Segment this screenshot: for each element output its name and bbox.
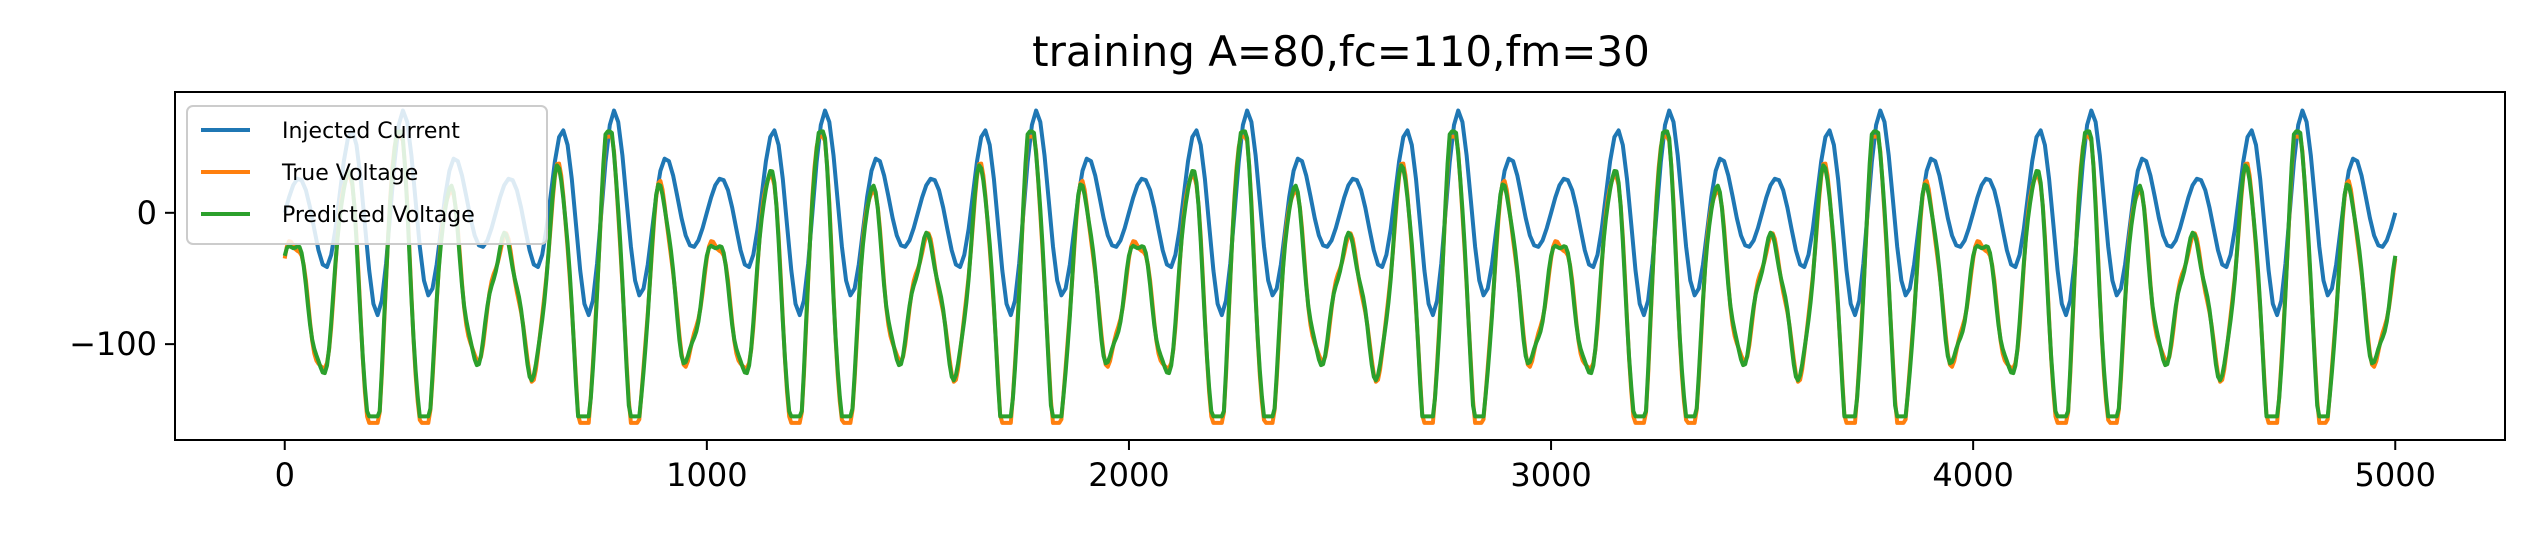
legend-box xyxy=(186,105,548,245)
x-tick-label: 3000 xyxy=(1510,456,1591,494)
y-tick-label: −100 xyxy=(69,325,157,363)
legend-label-injected-current: Injected Current xyxy=(282,119,460,144)
x-axis: 0 1000 2000 3000 4000 5000 xyxy=(275,440,2436,494)
series-line-predicted-voltage xyxy=(282,129,2398,419)
legend: Injected Current True Voltage Predicted … xyxy=(186,105,548,245)
x-tick-label: 0 xyxy=(275,456,295,494)
series-line-injected-current xyxy=(282,108,2398,318)
legend-label-predicted-voltage: Predicted Voltage xyxy=(282,203,475,228)
legend-label-true-voltage: True Voltage xyxy=(281,161,418,186)
x-tick-label: 4000 xyxy=(1932,456,2013,494)
x-tick-label: 2000 xyxy=(1088,456,1169,494)
y-axis: −100 0 xyxy=(69,194,175,363)
x-tick-label: 5000 xyxy=(2355,456,2436,494)
y-tick-label: 0 xyxy=(137,194,157,232)
series-layer xyxy=(282,108,2398,425)
chart-title: training A=80,fc=110,fm=30 xyxy=(1032,27,1650,76)
x-tick-label: 1000 xyxy=(666,456,747,494)
plot-frame xyxy=(174,91,2506,441)
